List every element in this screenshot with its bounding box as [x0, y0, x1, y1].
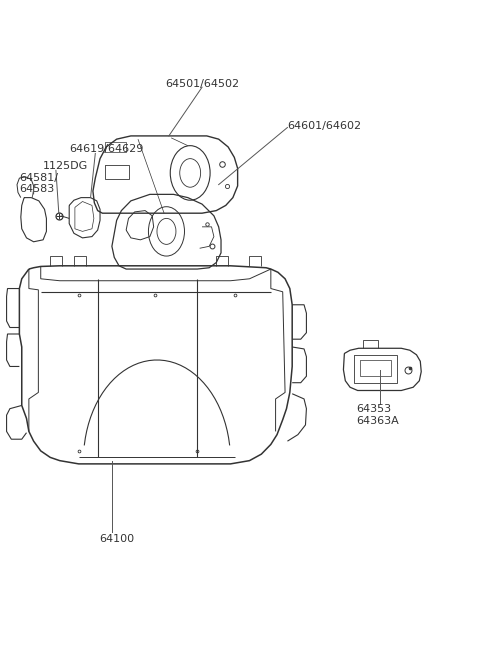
Text: 64501/64502: 64501/64502	[165, 79, 239, 89]
Text: 64581/
64583: 64581/ 64583	[19, 172, 59, 194]
Text: 64100: 64100	[99, 534, 134, 544]
Text: 64619/64629: 64619/64629	[69, 144, 144, 154]
Text: 64601/64602: 64601/64602	[288, 121, 361, 131]
Text: 64353
64363A: 64353 64363A	[356, 404, 399, 426]
Text: 1125DG: 1125DG	[43, 161, 88, 172]
